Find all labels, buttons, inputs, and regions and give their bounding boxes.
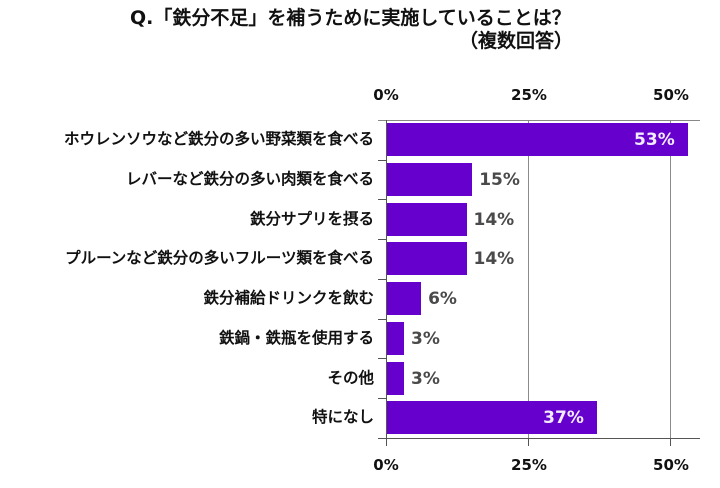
category-label: 特になし [311,408,374,427]
bar [387,242,467,276]
category-tick [378,279,386,280]
x-tick-bottom-50: 50% [653,456,689,474]
value-label: 6% [428,289,457,309]
value-label: 37% [543,408,584,429]
value-label: 15% [479,169,520,190]
category-tick [378,239,386,240]
category-tick [378,319,386,320]
table-row: 鉄分補給ドリンクを飲む 6% [0,279,720,319]
category-label: 鉄分補給ドリンクを飲む [203,289,374,307]
axis-line-top [378,120,700,121]
table-row: ホウレンソウなど鉄分の多い野菜類を食べる 53% [0,120,720,160]
table-row: 鉄分サプリを摂る 14% [0,200,720,240]
category-label: レバーなど鉄分の多い肉類を食べる [125,169,374,188]
category-label: その他 [327,368,374,387]
bar [387,282,422,315]
gridline-50 [670,120,671,438]
table-row: プルーンなど鉄分の多いフルーツ類を食べる 14% [0,239,720,279]
x-tick-mark [528,438,529,446]
chart-title-note: （複数回答） [459,30,574,52]
category-tick [378,398,386,399]
bar [387,321,405,355]
bar [387,123,689,156]
x-tick-bottom-0: 0% [373,456,399,474]
table-row: 鉄鍋・鉄瓶を使用する 3% [0,319,720,359]
x-tick-top-50: 50% [653,86,689,104]
value-label: 14% [473,209,515,230]
category-label: 鉄鍋・鉄瓶を使用する [218,328,374,347]
category-tick [378,160,386,161]
table-row: 特になし 37% [0,398,720,438]
x-tick-mark [670,438,671,446]
chart-title-question: Q.「鉄分不足」を補うために実施していることは？ [130,7,571,29]
category-label: 鉄分サプリを摂る [249,209,374,228]
category-tick [378,358,386,359]
value-label: 3% [411,328,440,349]
table-row: レバーなど鉄分の多い肉類を食べる 15% [0,160,720,200]
value-label: 14% [473,249,515,270]
category-tick [378,199,386,200]
bar [387,361,405,395]
gridline-25 [528,120,529,438]
bar [387,202,467,236]
plot-area [378,120,700,446]
x-tick-top-25: 25% [511,86,547,104]
axis-line-bottom [378,438,700,439]
bar [387,401,598,435]
table-row: その他 3% [0,359,720,399]
category-axis [386,120,387,446]
value-label: 53% [634,130,675,150]
category-label: プルーンなど鉄分の多いフルーツ類を食べる [65,249,374,268]
bar [387,162,473,196]
x-tick-top-0: 0% [373,86,399,104]
x-tick-bottom-25: 25% [511,456,547,474]
category-label: ホウレンソウなど鉄分の多い野菜類を食べる [63,130,374,148]
value-label: 3% [411,368,440,389]
